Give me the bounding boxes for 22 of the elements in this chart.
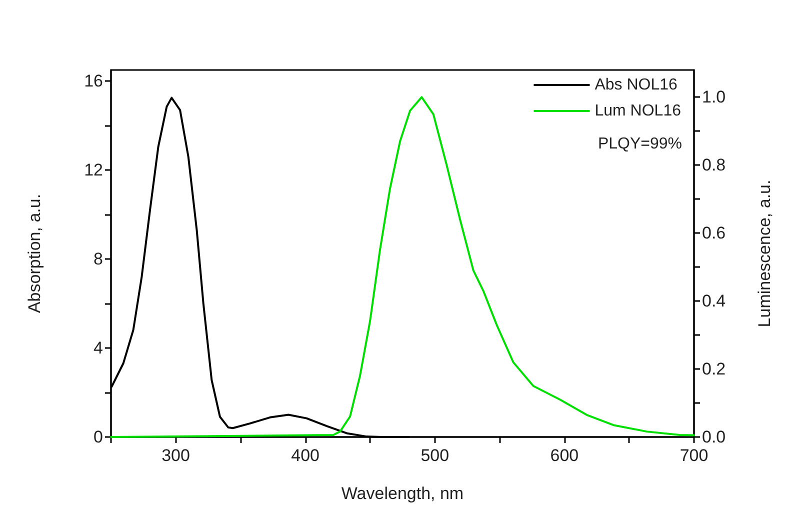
y2-tick-label: 0.0 [702, 428, 726, 446]
y2-tick-label: 1.0 [702, 88, 726, 107]
y-tick-label: 16 [84, 72, 103, 91]
y2-tick-label: 0.2 [702, 360, 726, 379]
y2-tick-label: 0.8 [702, 156, 726, 175]
y2-tick-label: 0.4 [702, 292, 726, 311]
y-tick-label: 12 [84, 160, 103, 180]
legend-label: Lum NOL16 [594, 102, 682, 120]
y2-tick-label: 0.6 [702, 224, 726, 243]
y2-axis-title: Luminescence, a.u. [755, 180, 774, 328]
x-axis-title: Wavelength, nm [341, 484, 464, 503]
x-tick-label: 600 [550, 446, 579, 465]
y-tick-label: 8 [94, 250, 103, 269]
x-tick-label: 400 [291, 446, 320, 465]
y-tick-label: 0 [94, 428, 103, 446]
legend-label: Abs NOL16 [594, 76, 678, 94]
y-tick-label: 4 [94, 338, 103, 358]
x-tick-label: 300 [162, 446, 190, 465]
x-tick-label: 500 [420, 446, 450, 465]
x-tick-label: 700 [680, 446, 708, 465]
y-axis-title: Absorption, a.u. [25, 194, 44, 314]
annotation: PLQY=99% [598, 136, 682, 152]
